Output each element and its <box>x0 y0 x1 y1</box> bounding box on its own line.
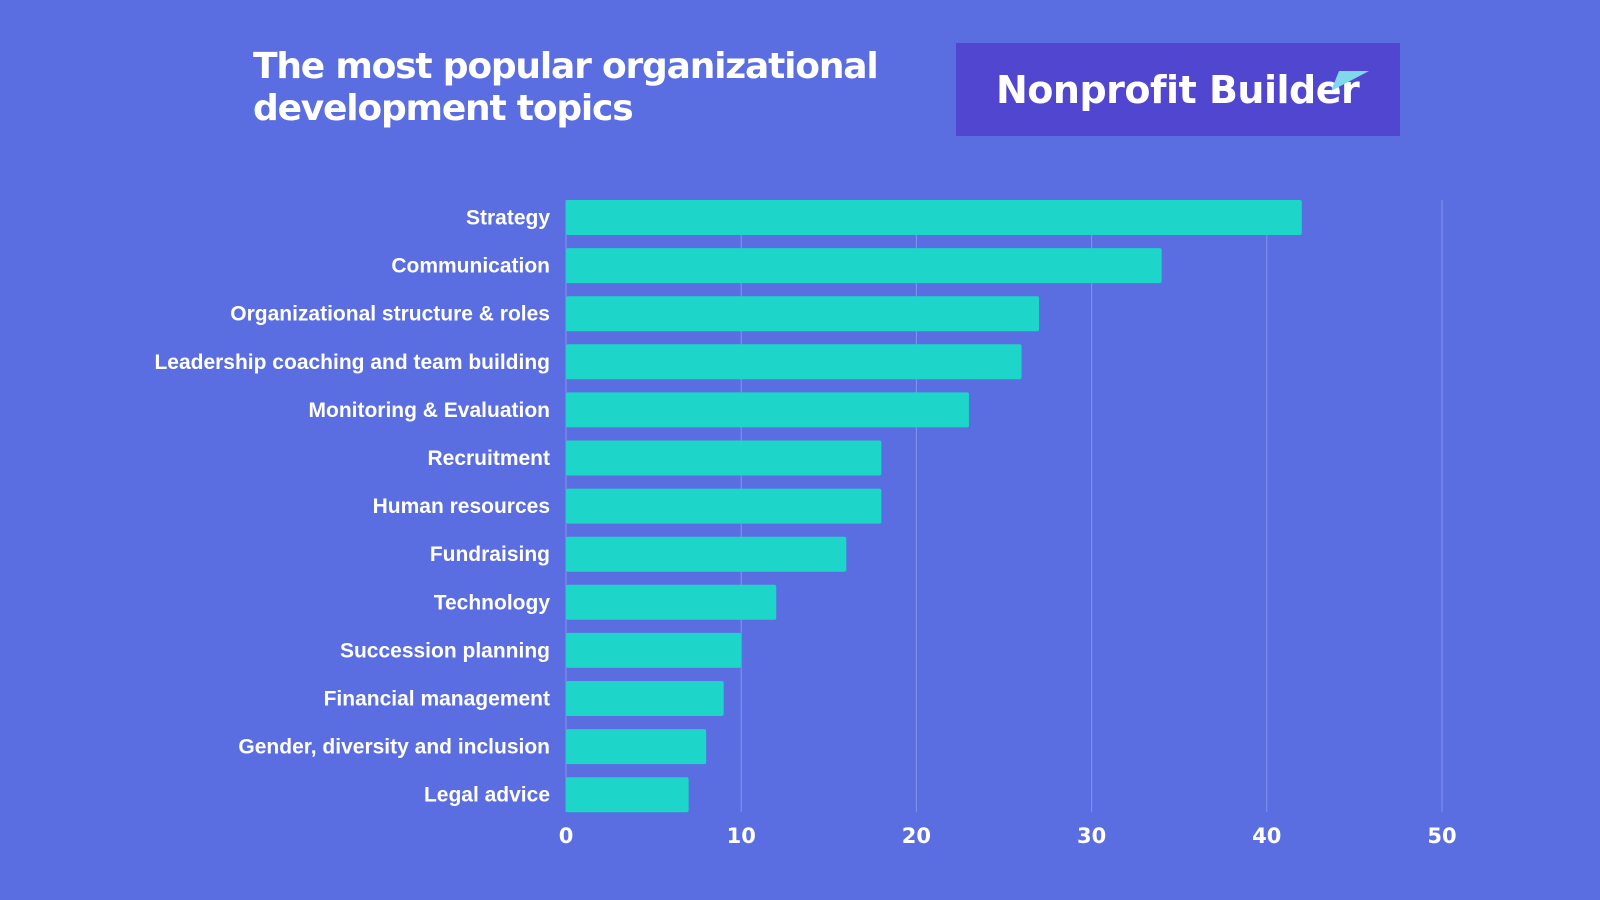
bar <box>566 200 1302 235</box>
bar <box>566 248 1162 284</box>
bar <box>566 488 882 524</box>
category-label: Fundraising <box>430 543 550 566</box>
category-label: Technology <box>434 591 551 614</box>
x-tick-label: 40 <box>1252 824 1281 848</box>
brand-logo: Nonprofit Builder <box>956 43 1400 136</box>
category-label: Financial management <box>324 688 550 711</box>
bar <box>566 777 689 813</box>
x-tick-label: 0 <box>559 824 574 848</box>
bar <box>566 584 777 620</box>
category-label: Strategy <box>466 207 550 230</box>
x-tick-label: 50 <box>1427 824 1456 848</box>
bar <box>566 729 707 765</box>
bar <box>566 296 1040 332</box>
category-label: Gender, diversity and inclusion <box>238 736 550 759</box>
brand-name: Nonprofit Builder <box>996 67 1360 112</box>
category-label: Communication <box>391 255 550 278</box>
bar <box>566 681 724 716</box>
bar <box>566 392 969 428</box>
category-label: Monitoring & Evaluation <box>309 399 551 422</box>
logo-flag-icon <box>1331 71 1369 91</box>
bar <box>566 536 847 572</box>
category-label: Human resources <box>373 495 550 518</box>
chart-title: The most popular organizational developm… <box>253 46 879 129</box>
bar <box>566 440 882 476</box>
bar <box>566 632 742 668</box>
category-label: Legal advice <box>424 784 550 807</box>
category-label: Organizational structure & roles <box>230 303 550 326</box>
x-tick-label: 30 <box>1077 824 1106 848</box>
x-tick-label: 10 <box>727 824 756 848</box>
category-label: Recruitment <box>427 447 550 470</box>
x-tick-label: 20 <box>902 824 931 848</box>
bar <box>566 344 1022 380</box>
category-label: Succession planning <box>340 639 550 662</box>
category-label: Leadership coaching and team building <box>154 351 550 374</box>
